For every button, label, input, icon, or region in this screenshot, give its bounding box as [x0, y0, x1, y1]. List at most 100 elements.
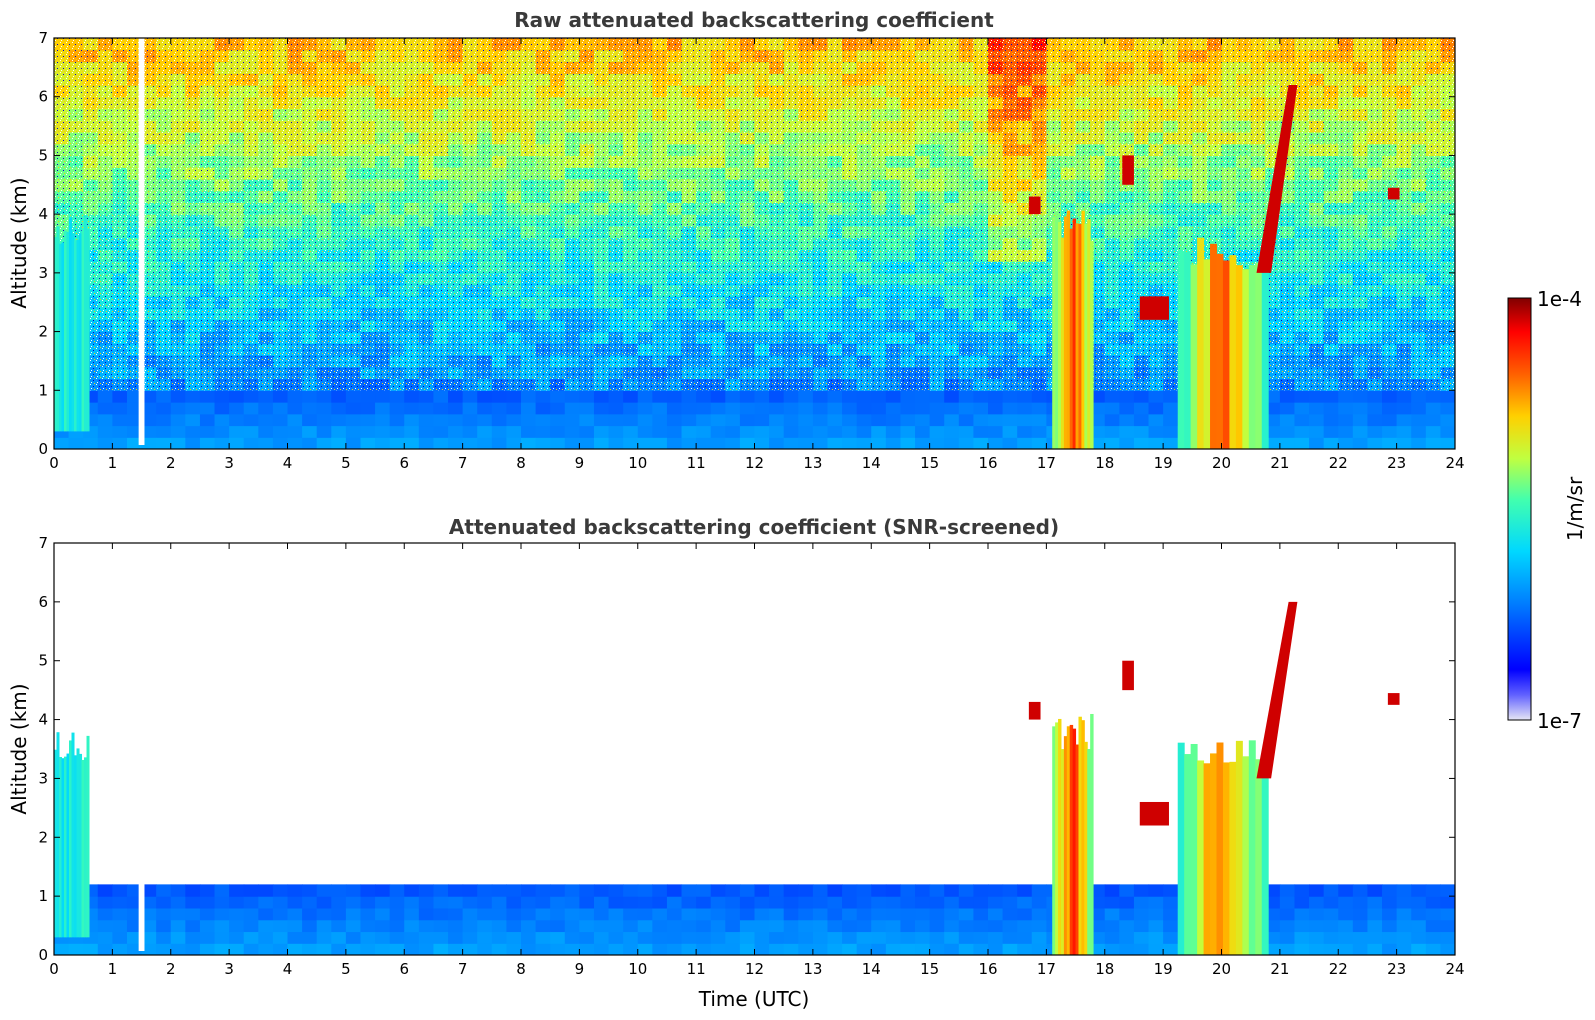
heatmap-cell	[345, 413, 362, 427]
colorbar-gradient	[1507, 297, 1532, 721]
heatmap-cell	[608, 413, 624, 427]
heatmap-cell	[1090, 896, 1106, 909]
heatmap-cell	[827, 931, 843, 944]
heatmap-cell	[243, 390, 259, 403]
heatmap-cell	[1425, 931, 1441, 944]
heatmap-cell	[958, 907, 974, 921]
feature-strip	[1075, 744, 1079, 955]
heatmap-cell	[97, 896, 113, 909]
heatmap-cell	[156, 425, 172, 438]
heatmap-cell	[170, 437, 186, 449]
heatmap-cell	[506, 896, 522, 909]
x-tick-label: 1	[108, 960, 118, 978]
heatmap-cell	[842, 390, 858, 403]
x-axis-label: Time (UTC)	[698, 987, 810, 1011]
x-tick-label: 4	[283, 454, 293, 472]
heatmap-cell	[1382, 919, 1398, 933]
heatmap-cell	[710, 884, 726, 897]
heatmap-cell	[448, 390, 464, 403]
heatmap-cell	[637, 402, 653, 415]
heatmap-cell	[141, 919, 157, 933]
heatmap-cell	[126, 919, 143, 933]
heatmap-cell	[462, 437, 478, 449]
heatmap-cell	[1279, 413, 1296, 427]
heatmap-cell	[798, 425, 814, 438]
heatmap-cell	[856, 931, 872, 944]
heatmap-cell	[521, 896, 537, 909]
heatmap-cell	[170, 896, 186, 909]
heatmap-cell	[652, 884, 668, 897]
x-tick-label: 5	[341, 960, 351, 978]
heatmap-cell	[1338, 931, 1354, 944]
heatmap-cell	[1133, 919, 1150, 933]
feature-strip	[1078, 716, 1082, 955]
heatmap-cell	[710, 919, 726, 933]
feature-strip	[1261, 768, 1269, 955]
heatmap-cell	[331, 907, 347, 921]
heatmap-cell	[243, 402, 259, 415]
heatmap-cell	[769, 425, 785, 438]
heatmap-cell	[754, 919, 770, 933]
heatmap-cell	[83, 943, 99, 955]
x-axis: 0 1 2 3 4 5 6 7 8 9 10 11 12 13 14 15 16 17 18 19 20 21 22 23 24	[49, 38, 1465, 472]
heatmap-cell	[769, 896, 785, 909]
heatmap-cell	[1338, 402, 1354, 415]
heatmap-cell	[272, 425, 289, 438]
heatmap-cell	[623, 425, 639, 438]
heatmap-cell	[491, 390, 507, 403]
heatmap-cell	[666, 896, 683, 909]
heatmap-cell	[1411, 907, 1427, 921]
heatmap-cell	[258, 390, 274, 403]
heatmap-cell	[506, 931, 522, 944]
heatmap-cell	[550, 402, 566, 415]
heatmap-cell	[623, 907, 639, 921]
heatmap-cell	[1309, 413, 1325, 427]
heatmap-cell	[1352, 413, 1369, 427]
heatmap-cell	[871, 390, 887, 403]
x-tick-label: 7	[458, 960, 468, 978]
heatmap-cell	[1133, 943, 1150, 955]
heatmap-cell	[696, 402, 712, 415]
heatmap-cell	[593, 907, 610, 921]
heatmap-cell	[783, 425, 799, 438]
heatmap-cell	[929, 896, 945, 909]
heatmap-cell	[579, 884, 595, 897]
heatmap-cell	[199, 931, 216, 944]
heatmap-cell	[433, 907, 449, 921]
heatmap-cell	[126, 907, 143, 921]
heatmap-cell	[973, 931, 989, 944]
heatmap-cell	[944, 402, 960, 415]
heatmap-cell	[666, 884, 683, 897]
heatmap-cell	[696, 437, 712, 449]
heatmap-cell	[404, 884, 420, 897]
heatmap-cell	[433, 390, 449, 403]
heatmap-cell	[783, 896, 799, 909]
heatmap-cell	[812, 425, 829, 438]
heatmap-cell	[1411, 425, 1427, 438]
heatmap-cell	[579, 402, 595, 415]
heatmap-cell	[1148, 402, 1164, 415]
heatmap-cell	[1352, 896, 1369, 909]
heatmap-cell	[958, 943, 974, 955]
feature-strip	[1072, 218, 1077, 449]
heatmap-cell	[433, 425, 449, 438]
heatmap-cell	[783, 907, 799, 921]
heatmap-cell	[199, 884, 216, 897]
heatmap-cell	[842, 884, 858, 897]
heatmap-cell	[900, 413, 916, 427]
heatmap-cell	[754, 437, 770, 449]
feature-strip	[1216, 253, 1224, 449]
heatmap-cell	[1163, 413, 1179, 427]
heatmap-cell	[1148, 931, 1164, 944]
heatmap-cell	[156, 884, 172, 897]
heatmap-cell	[389, 896, 405, 909]
heatmap-cell	[126, 437, 143, 449]
heatmap-cell	[681, 402, 697, 415]
heatmap-cell	[900, 907, 916, 921]
heatmap-cell	[433, 919, 449, 933]
heatmap-cell	[375, 943, 391, 955]
heatmap-cell	[608, 907, 624, 921]
heatmap-cell	[97, 943, 113, 955]
heatmap-cell	[170, 931, 186, 944]
